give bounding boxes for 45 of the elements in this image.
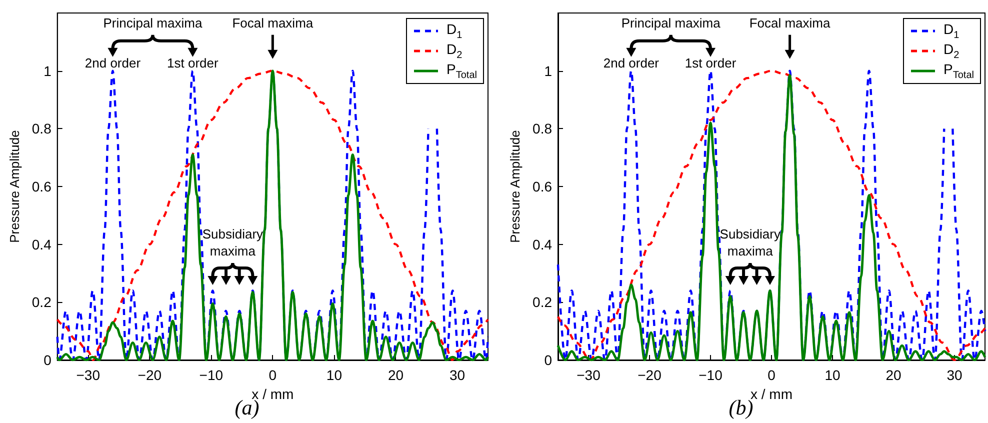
annotation: Focal maxima (749, 15, 832, 30)
y-tick-label: 0.8 (32, 120, 52, 137)
legend-label: D$_{2}$ (944, 41, 960, 61)
y-tick-label: 0 (44, 352, 52, 368)
x-tick-label: 20 (388, 367, 404, 383)
x-tick-label: 0 (768, 367, 776, 383)
y-tick-label: 0.8 (532, 120, 552, 137)
legend-label: P$_{Total}$ (944, 61, 974, 81)
legend-label: D$_{2}$ (446, 41, 462, 61)
x-tick-label: −10 (199, 367, 224, 383)
annotation: Focal maxima (232, 15, 314, 30)
x-tick-label: −30 (576, 367, 601, 383)
x-tick-label: 0 (268, 367, 277, 383)
y-tick-label: 1 (544, 62, 552, 79)
x-tick-label: 10 (326, 367, 342, 383)
y-axis-title: Pressure Amplitude (508, 130, 523, 243)
annotation: 2nd order (603, 55, 660, 70)
y-tick-label: 1 (44, 62, 52, 79)
x-tick-label: −20 (138, 367, 162, 383)
y-axis-title: Pressure Amplitude (7, 130, 22, 243)
x-axis-title: x / mm (750, 386, 792, 402)
y-tick-label: 0.6 (32, 178, 52, 194)
x-tick-label: −30 (76, 367, 100, 383)
legend-label: D$_{1}$ (944, 21, 960, 41)
y-tick-label: 0.6 (532, 178, 552, 194)
annotation: 1st order (167, 55, 220, 70)
y-tick-label: 0.2 (532, 294, 552, 310)
annotation: 2nd order (84, 55, 142, 70)
annotation: Subsidiary maxima (720, 226, 781, 258)
x-tick-label: 30 (449, 367, 466, 383)
x-tick-label: 20 (886, 367, 902, 383)
y-tick-label: 0 (544, 352, 552, 368)
annotation: Principal maxima (103, 15, 203, 30)
x-tick-label: −20 (638, 367, 662, 383)
y-tick-label: 0.2 (32, 294, 52, 310)
x-tick-label: 30 (946, 367, 962, 383)
legend-label: P$_{Total}$ (446, 61, 477, 81)
x-tick-label: 10 (824, 367, 840, 383)
y-tick-label: 0.4 (32, 236, 52, 252)
y-tick-label: 0.4 (532, 236, 552, 252)
x-tick-label: −10 (698, 367, 723, 383)
legend-label: D$_{1}$ (446, 21, 462, 41)
annotation: Subsidiary maxima (202, 226, 264, 258)
annotation: 1st order (684, 55, 737, 70)
annotation: Principal maxima (621, 15, 722, 30)
